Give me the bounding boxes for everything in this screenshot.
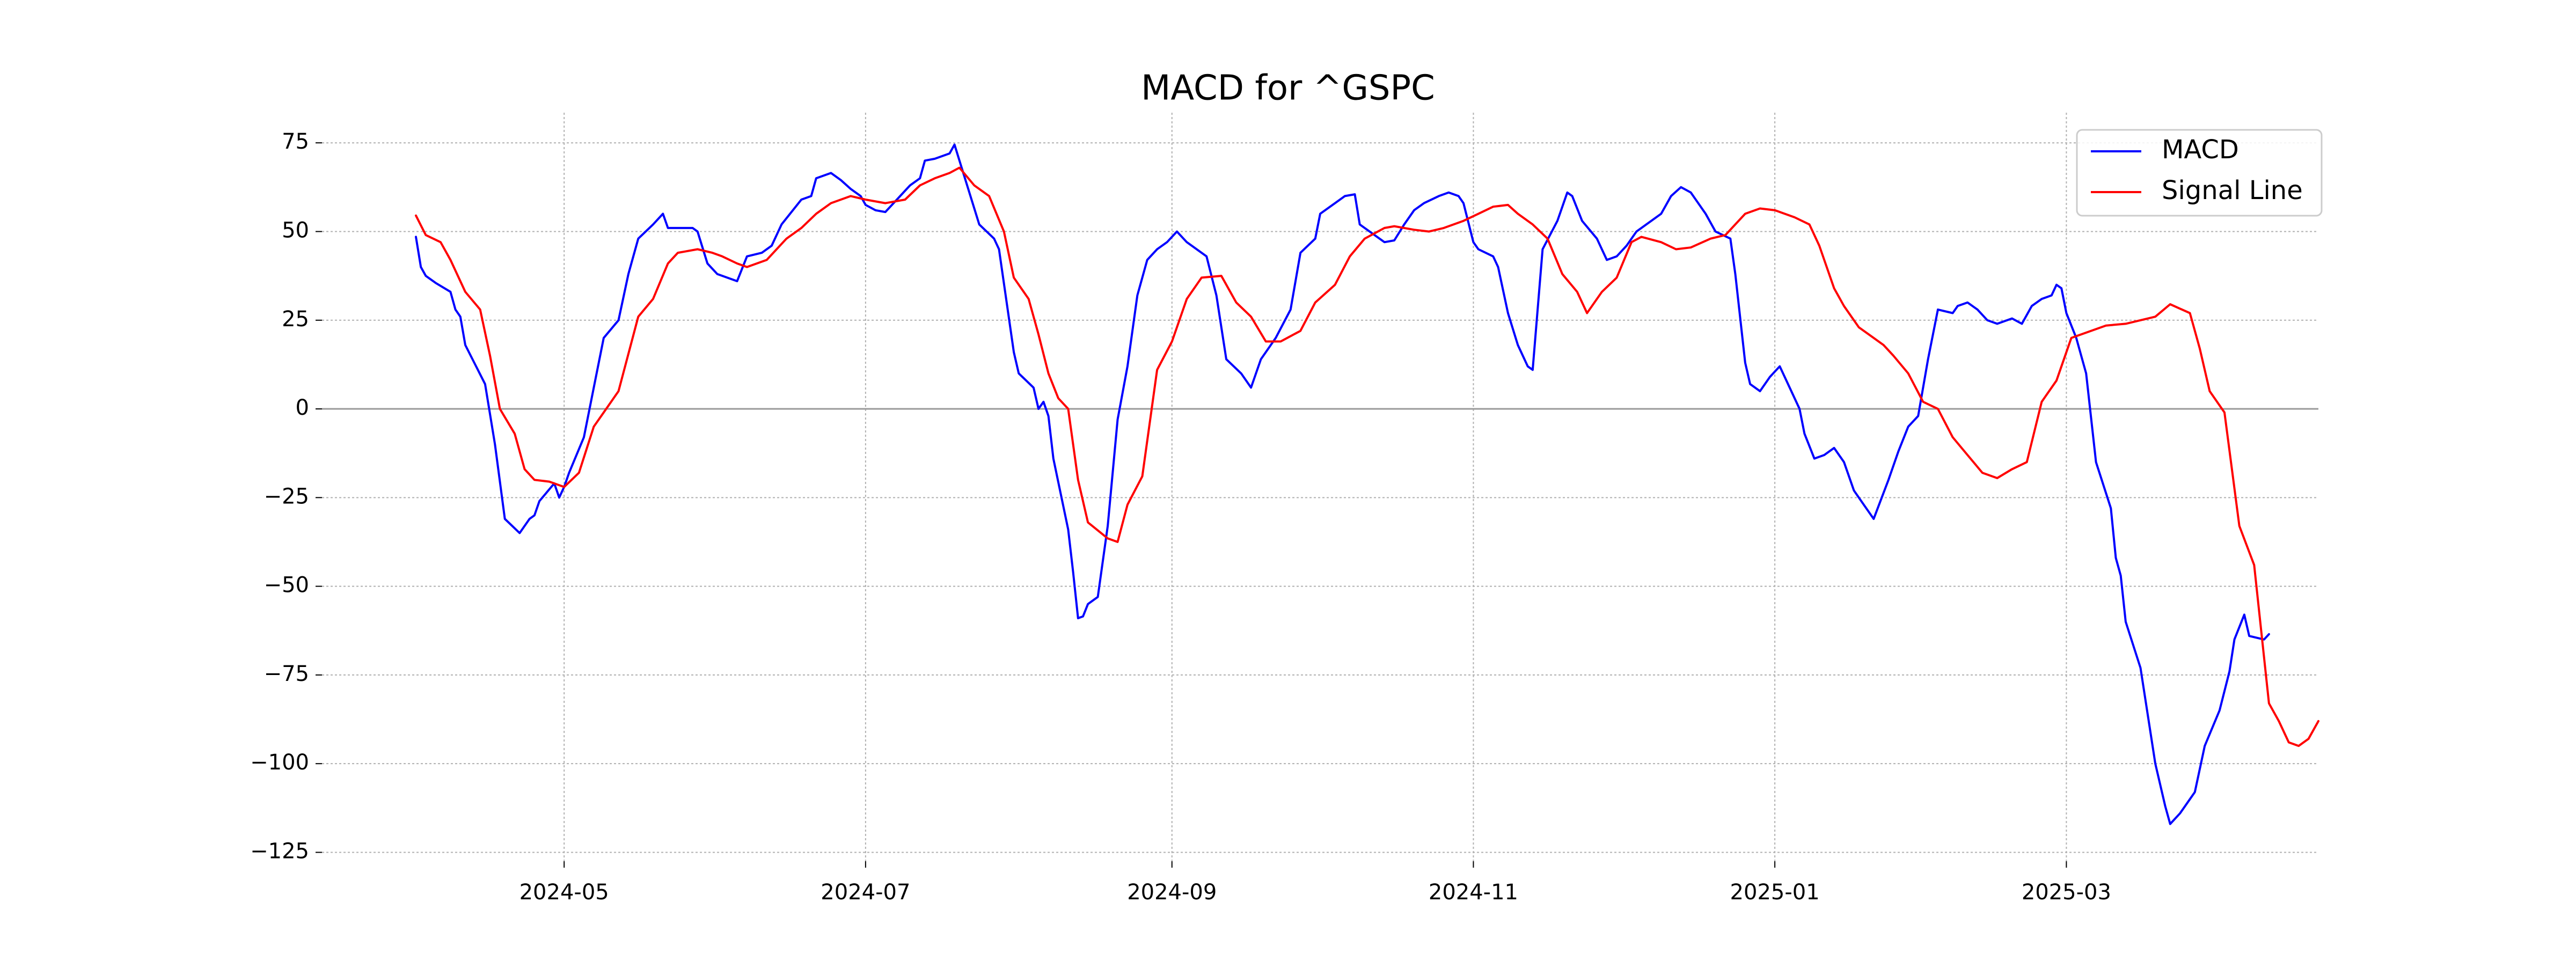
- x-tick-label: 2024-05: [519, 880, 609, 905]
- y-tick-label: −125: [250, 839, 309, 863]
- y-tick-label: 0: [296, 395, 309, 420]
- y-tick-label: 50: [282, 218, 309, 243]
- x-tick-label: 2024-11: [1429, 880, 1518, 905]
- x-axis-ticks: 2024-05 2024-07 2024-09 2024-11 2025-01 2025-…: [519, 861, 2111, 905]
- y-tick-label: −100: [250, 750, 309, 775]
- chart-title: MACD for ^GSPC: [1141, 69, 1435, 108]
- legend: MACD Signal Line: [2076, 129, 2323, 217]
- legend-label-macd: MACD: [2162, 135, 2239, 165]
- legend-label-signal-line: Signal Line: [2162, 175, 2303, 206]
- y-tick-label: −25: [264, 484, 309, 509]
- y-tick-label: −75: [264, 662, 309, 686]
- y-tick-label: 75: [282, 129, 309, 154]
- x-tick-label: 2025-01: [1730, 880, 1820, 905]
- y-tick-label: 25: [282, 307, 309, 332]
- x-tick-label: 2024-07: [821, 880, 910, 905]
- x-tick-label: 2025-03: [2022, 880, 2111, 905]
- x-tick-label: 2024-09: [1127, 880, 1217, 905]
- series-layer: [415, 143, 2319, 825]
- series-line-signal-line: [415, 166, 2319, 747]
- series-line-macd: [415, 143, 2270, 825]
- y-axis-ticks: 75 50 25 0 −25 −50 −75 −100 −125: [250, 129, 322, 863]
- y-tick-label: −50: [264, 573, 309, 598]
